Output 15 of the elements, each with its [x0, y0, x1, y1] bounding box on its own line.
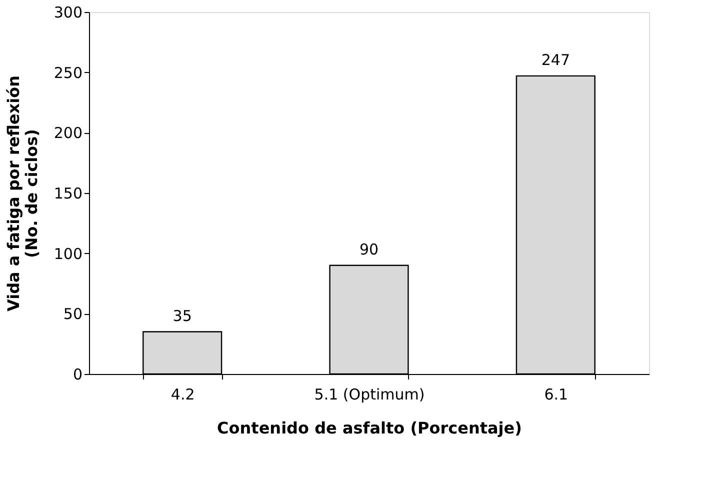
y-tick-label: 150	[54, 184, 82, 202]
x-tick-label: 5.1 (Optimum)	[314, 386, 425, 404]
y-tick-label: 50	[63, 305, 82, 324]
data-label: 35	[172, 306, 192, 325]
y-tick-label: 250	[54, 64, 82, 82]
data-label: 247	[541, 50, 570, 69]
y-tick-label: 0	[72, 366, 82, 384]
y-tick-label: 100	[54, 244, 82, 263]
data-label: 90	[359, 240, 379, 258]
x-axis-title: Contenido de asfalto (Porcentaje)	[217, 418, 522, 438]
y-tick-label: 200	[54, 124, 82, 142]
y-tick-label: 300	[54, 4, 82, 22]
x-tick-label: 4.2	[170, 386, 195, 404]
x-tick-label: 6.1	[544, 386, 568, 404]
y-axis-title: Vida a fatiga por reflexión (No. de ciclos)	[4, 75, 41, 312]
